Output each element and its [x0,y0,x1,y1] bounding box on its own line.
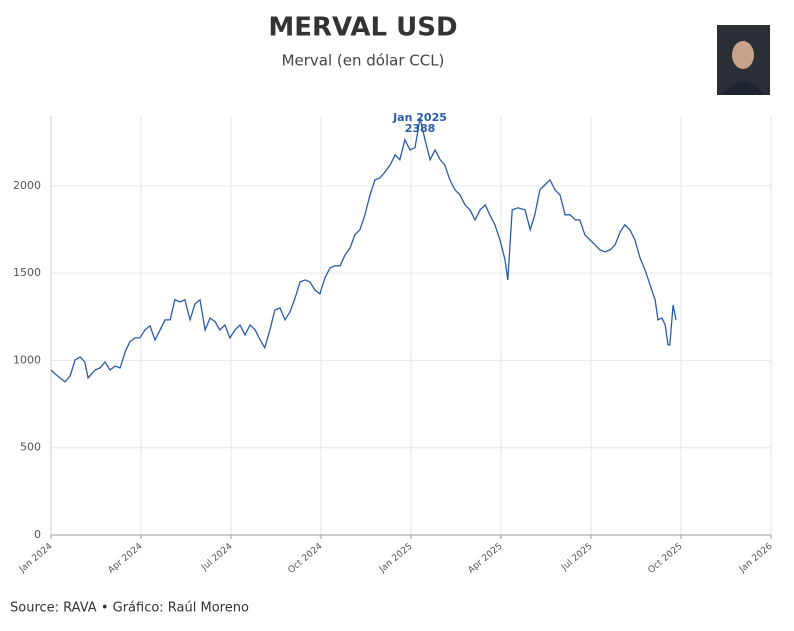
y-tick-label: 2000 [13,179,41,192]
x-tick-label: Oct 2024 [286,541,324,575]
x-tick-label: Apr 2024 [106,541,144,575]
x-tick-label: Jul 2025 [559,542,594,574]
annotation-label: Jan 2025 [392,111,447,124]
x-tick-label: Apr 2025 [466,542,504,576]
chart-title: MERVAL USD [268,13,457,43]
x-tick-label: Oct 2025 [646,542,684,576]
source: Source: RAVA • Gráfico: Raúl Moreno [10,601,249,616]
annotation-value: 2388 [405,122,436,135]
x-tick-label: Jan 2024 [17,541,55,575]
y-tick-label: 500 [20,441,41,454]
y-tick-label: 1000 [13,353,41,366]
x-tick-label: Jan 2025 [377,542,415,576]
y-tick-label: 1500 [13,266,41,279]
portrait [717,25,770,95]
chart-subtitle: Merval (en dólar CCL) [282,52,445,70]
x-tick-label: Jul 2024 [199,541,234,573]
line [50,117,677,383]
y-tick-label: 0 [34,528,41,541]
x-tick-label: Jan 2026 [737,541,775,575]
